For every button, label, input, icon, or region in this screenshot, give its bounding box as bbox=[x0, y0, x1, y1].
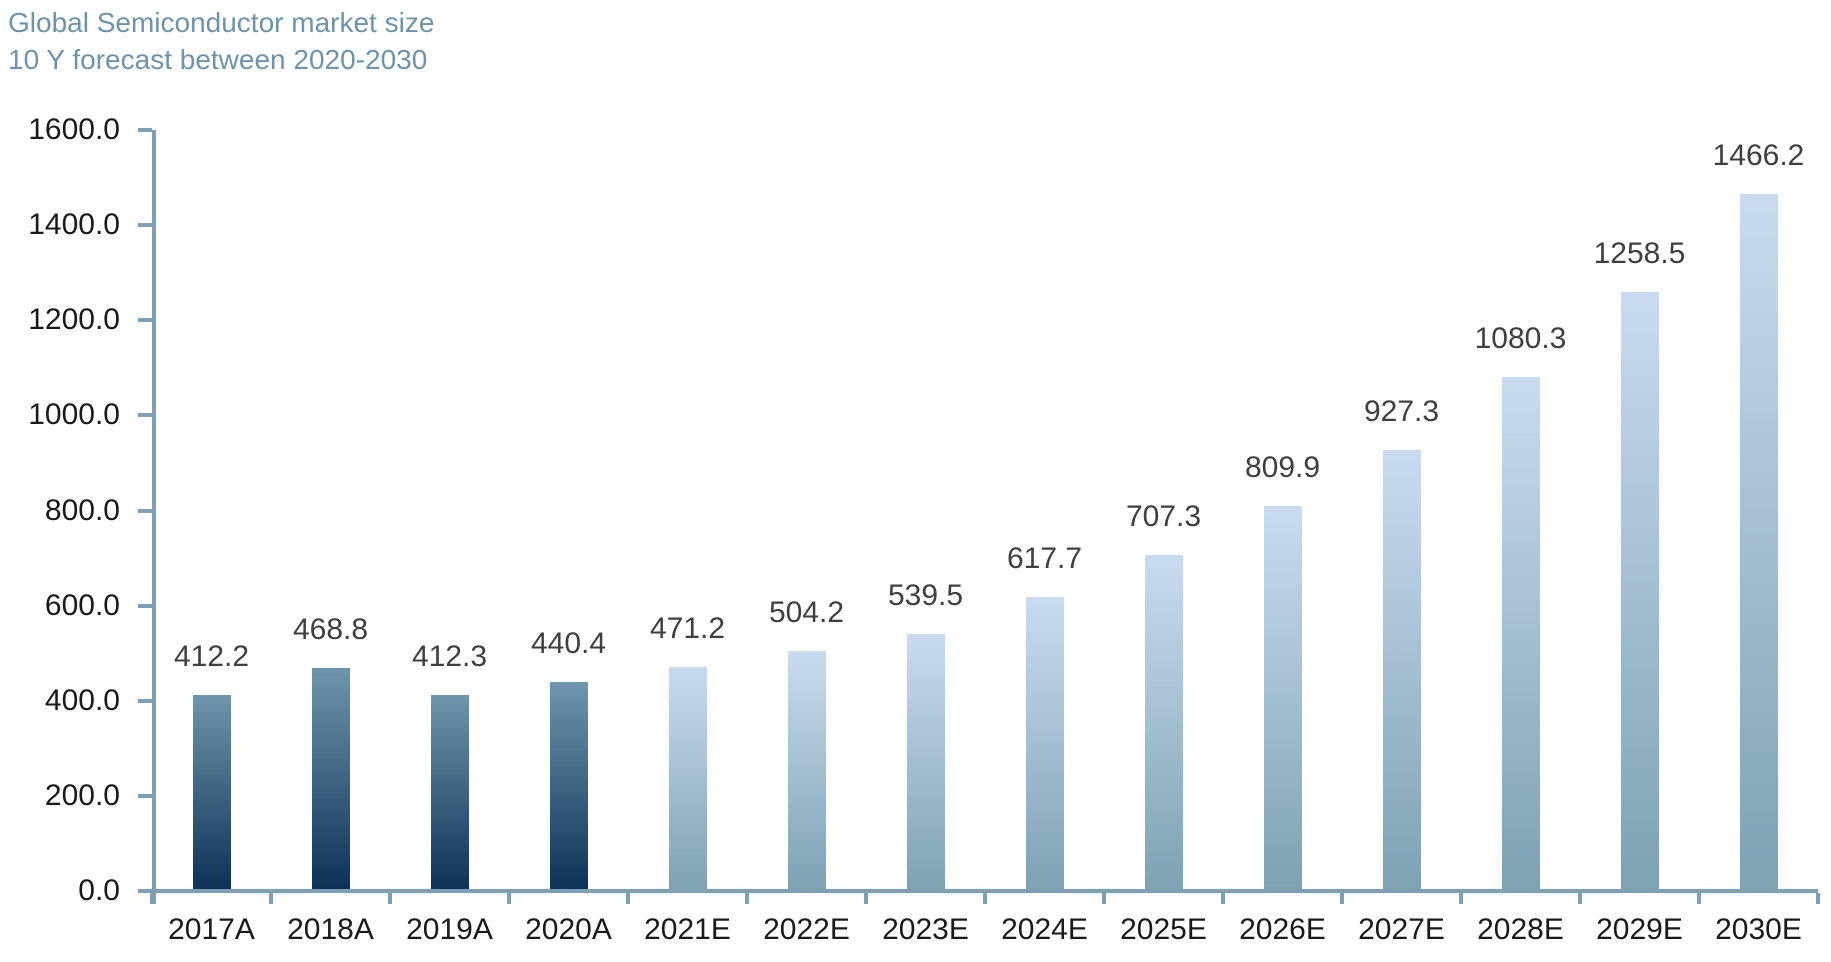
bar-value-label-2023E: 539.5 bbox=[887, 579, 964, 613]
bar-2019A bbox=[430, 694, 469, 891]
bar-column-2020A: 440.4 bbox=[509, 130, 628, 891]
y-axis-line bbox=[152, 130, 156, 904]
x-axis-tick-2 bbox=[387, 893, 392, 904]
x-axis-line bbox=[138, 889, 1818, 893]
x-axis-label-2019A: 2019A bbox=[406, 913, 493, 946]
x-axis-label-2025E: 2025E bbox=[1120, 913, 1207, 946]
x-axis-tick-10 bbox=[1340, 893, 1344, 904]
bar-2020A bbox=[549, 681, 588, 891]
y-axis-label-600: 600.0 bbox=[44, 588, 120, 622]
bar-column-2025E: 707.3 bbox=[1104, 130, 1223, 891]
bar-value-label-2020A: 440.4 bbox=[530, 626, 607, 660]
bar-2018A bbox=[311, 668, 350, 891]
chart-title-line1: Global Semiconductor market size bbox=[8, 7, 435, 38]
x-axis-label-2017A: 2017A bbox=[168, 913, 255, 946]
y-axis-label-800: 800.0 bbox=[44, 493, 120, 527]
x-axis-tick-12 bbox=[1578, 893, 1582, 904]
x-axis-label-2029E: 2029E bbox=[1596, 913, 1683, 946]
bar-value-label-2024E: 617.7 bbox=[1006, 542, 1083, 576]
bar-column-2023E: 539.5 bbox=[866, 130, 985, 891]
x-axis-label-2024E: 2024E bbox=[1001, 913, 1088, 946]
bar-value-label-2026E: 809.9 bbox=[1244, 450, 1321, 484]
bar-2030E bbox=[1739, 193, 1778, 891]
bar-2023E bbox=[906, 634, 945, 891]
y-axis-tick-800 bbox=[138, 508, 152, 513]
x-axis-tick-11 bbox=[1459, 893, 1463, 904]
bar-2026E bbox=[1263, 505, 1302, 891]
x-axis-label-2027E: 2027E bbox=[1358, 913, 1445, 946]
x-axis-label-2020A: 2020A bbox=[525, 913, 612, 946]
bar-column-2024E: 617.7 bbox=[985, 130, 1104, 891]
x-axis-label-2018A: 2018A bbox=[287, 913, 374, 946]
bar-value-label-2022E: 504.2 bbox=[768, 596, 845, 630]
bar-column-2019A: 412.3 bbox=[390, 130, 509, 891]
bar-column-2022E: 504.2 bbox=[747, 130, 866, 891]
bar-value-label-2021E: 471.2 bbox=[649, 611, 726, 645]
bar-2029E bbox=[1620, 292, 1659, 891]
x-axis-tick-14 bbox=[1816, 893, 1820, 904]
x-axis-label-2023E: 2023E bbox=[882, 913, 969, 946]
y-axis-tick-1000 bbox=[138, 413, 152, 418]
bar-value-label-2025E: 707.3 bbox=[1125, 499, 1202, 533]
y-axis-tick-200 bbox=[138, 793, 152, 798]
bar-column-2027E: 927.3 bbox=[1342, 130, 1461, 891]
y-axis-label-200: 200.0 bbox=[44, 778, 120, 812]
bar-column-2018A: 468.8 bbox=[271, 130, 390, 891]
y-axis-tick-1600 bbox=[138, 128, 152, 132]
x-axis-tick-1 bbox=[268, 893, 273, 904]
y-axis-tick-400 bbox=[138, 698, 152, 703]
x-axis-tick-7 bbox=[983, 893, 987, 904]
bar-2021E bbox=[668, 666, 707, 891]
bar-column-2026E: 809.9 bbox=[1223, 130, 1342, 891]
bars-container: 412.2 468.8 412.3 440.4 471.2 504.2 539.5 617.7… bbox=[152, 130, 1818, 891]
bar-chart-plot-area: 412.2 468.8 412.3 440.4 471.2 504.2 539.5 617.7… bbox=[28, 113, 1820, 946]
bar-value-label-2028E: 1080.3 bbox=[1474, 322, 1567, 356]
y-axis-label-1600: 1600.0 bbox=[28, 113, 120, 146]
bar-column-2021E: 471.2 bbox=[628, 130, 747, 891]
x-axis-tick-6 bbox=[864, 893, 868, 904]
x-axis-label-2026E: 2026E bbox=[1239, 913, 1326, 946]
y-axis-tick-1400 bbox=[138, 223, 152, 228]
bar-value-label-2030E: 1466.2 bbox=[1712, 138, 1805, 172]
x-axis-labels: 2017A 2018A 2019A 2020A 2021E 2022E 2023E 2024E… bbox=[152, 913, 1818, 947]
x-axis-tick-0 bbox=[150, 893, 154, 904]
bar-column-2017A: 412.2 bbox=[152, 130, 271, 891]
y-axis-label-0: 0.0 bbox=[78, 874, 120, 907]
x-axis-tick-8 bbox=[1101, 893, 1106, 904]
chart-title-line2: 10 Y forecast between 2020-2030 bbox=[8, 44, 428, 75]
bar-value-label-2027E: 927.3 bbox=[1363, 394, 1440, 428]
bar-column-2029E: 1258.5 bbox=[1580, 130, 1699, 891]
bar-value-label-2029E: 1258.5 bbox=[1593, 237, 1686, 271]
x-axis-tick-3 bbox=[507, 893, 511, 904]
bar-column-2030E: 1466.2 bbox=[1699, 130, 1818, 891]
bar-value-label-2017A: 412.2 bbox=[173, 639, 250, 673]
x-axis-tick-9 bbox=[1221, 893, 1225, 904]
bar-2022E bbox=[787, 651, 826, 891]
bar-2028E bbox=[1501, 377, 1540, 891]
bar-2017A bbox=[192, 694, 231, 891]
y-axis-label-1200: 1200.0 bbox=[28, 303, 120, 337]
x-axis-label-2030E: 2030E bbox=[1715, 913, 1802, 946]
y-axis-label-400: 400.0 bbox=[44, 683, 120, 717]
x-axis-label-2022E: 2022E bbox=[763, 913, 850, 946]
bar-column-2028E: 1080.3 bbox=[1461, 130, 1580, 891]
chart-title: Global Semiconductor market size 10 Y fo… bbox=[8, 4, 434, 78]
y-axis-tick-1200 bbox=[138, 318, 152, 323]
x-axis-tick-5 bbox=[745, 893, 749, 904]
bar-value-label-2019A: 412.3 bbox=[411, 639, 488, 673]
bar-2025E bbox=[1144, 554, 1183, 891]
x-axis-tick-13 bbox=[1697, 893, 1701, 904]
x-axis-tick-4 bbox=[625, 893, 630, 904]
x-axis-label-2028E: 2028E bbox=[1477, 913, 1564, 946]
x-axis-label-2021E: 2021E bbox=[644, 913, 731, 946]
y-axis-tick-600 bbox=[138, 603, 152, 608]
bar-value-label-2018A: 468.8 bbox=[292, 613, 369, 647]
y-axis-label-1400: 1400.0 bbox=[28, 208, 120, 242]
bar-2024E bbox=[1025, 597, 1064, 891]
y-axis-label-1000: 1000.0 bbox=[28, 398, 120, 432]
bar-2027E bbox=[1382, 449, 1421, 891]
